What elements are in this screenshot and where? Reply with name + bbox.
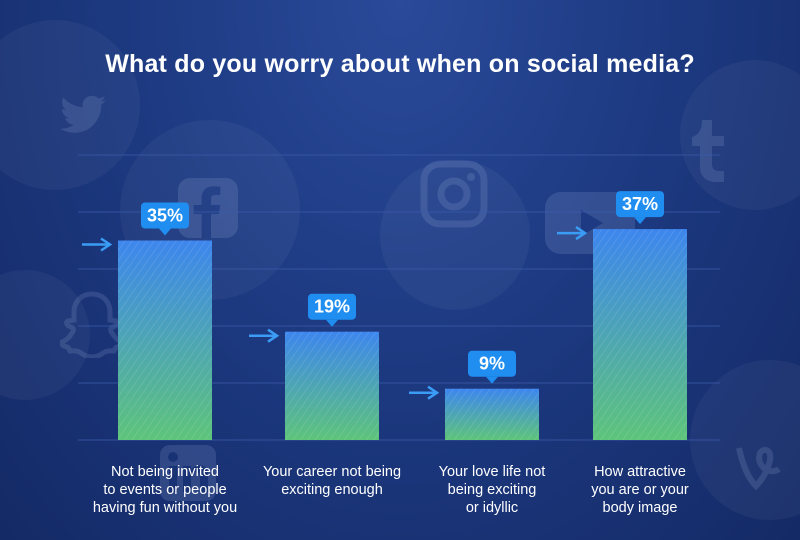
bar-texture <box>445 388 539 440</box>
category-label: How attractive you are or your body image <box>545 463 735 517</box>
data-label-box <box>308 293 356 320</box>
category-label-line: or idyllic <box>465 500 519 516</box>
bar-group: 37% <box>557 191 687 440</box>
data-label: 9% <box>479 354 505 374</box>
twitter-icon <box>60 95 106 133</box>
category-label: Not being invited to events or people havi… <box>70 463 260 517</box>
category-label: Your love life not being exciting or idyll… <box>397 463 587 517</box>
data-label-pointer <box>159 228 171 236</box>
category-label-line: body image <box>602 500 678 516</box>
data-label: 35% <box>147 206 183 226</box>
data-label: 19% <box>314 297 350 317</box>
data-label-pointer <box>486 376 498 384</box>
chart-title: What do you worry about when on social m… <box>105 50 695 78</box>
instagram-icon <box>420 160 488 228</box>
background-bubble <box>380 160 530 310</box>
linkedin-icon <box>160 445 216 501</box>
category-label-line: exciting enough <box>281 482 383 498</box>
category-label-line: Your love life not <box>438 464 546 480</box>
category-label-line: Not being invited <box>110 464 219 480</box>
bar-texture <box>285 331 379 440</box>
arrow-icon <box>557 226 588 241</box>
vine-icon <box>736 446 781 490</box>
bar-texture <box>593 229 687 440</box>
data-label-pointer <box>634 217 646 225</box>
category-label-line: having fun without you <box>92 500 238 516</box>
category-label-line: you are or your <box>591 482 689 498</box>
data-label-box <box>468 350 516 377</box>
category-label-line: Your career not being <box>262 464 402 480</box>
data-label-pointer <box>326 319 338 327</box>
arrow-icon <box>82 237 113 252</box>
category-label: Your career not being exciting enough <box>237 463 427 499</box>
bar-group: 9% <box>409 350 539 440</box>
category-label-line: to events or people <box>103 482 227 498</box>
data-label-box <box>616 191 664 218</box>
bar-texture <box>118 240 212 440</box>
arrow-icon <box>249 328 280 343</box>
background-bubble <box>680 60 800 210</box>
tumblr-icon <box>692 120 724 182</box>
bar-group: 19% <box>249 293 379 440</box>
data-label-box <box>141 202 189 229</box>
arrow-icon <box>409 385 440 400</box>
snapchat-icon <box>60 291 124 358</box>
data-label: 37% <box>622 194 658 214</box>
bar-group: 35% <box>82 202 212 440</box>
category-label-line: How attractive <box>594 464 686 480</box>
background-bubble <box>0 20 140 190</box>
category-label-line: being exciting <box>447 482 537 498</box>
